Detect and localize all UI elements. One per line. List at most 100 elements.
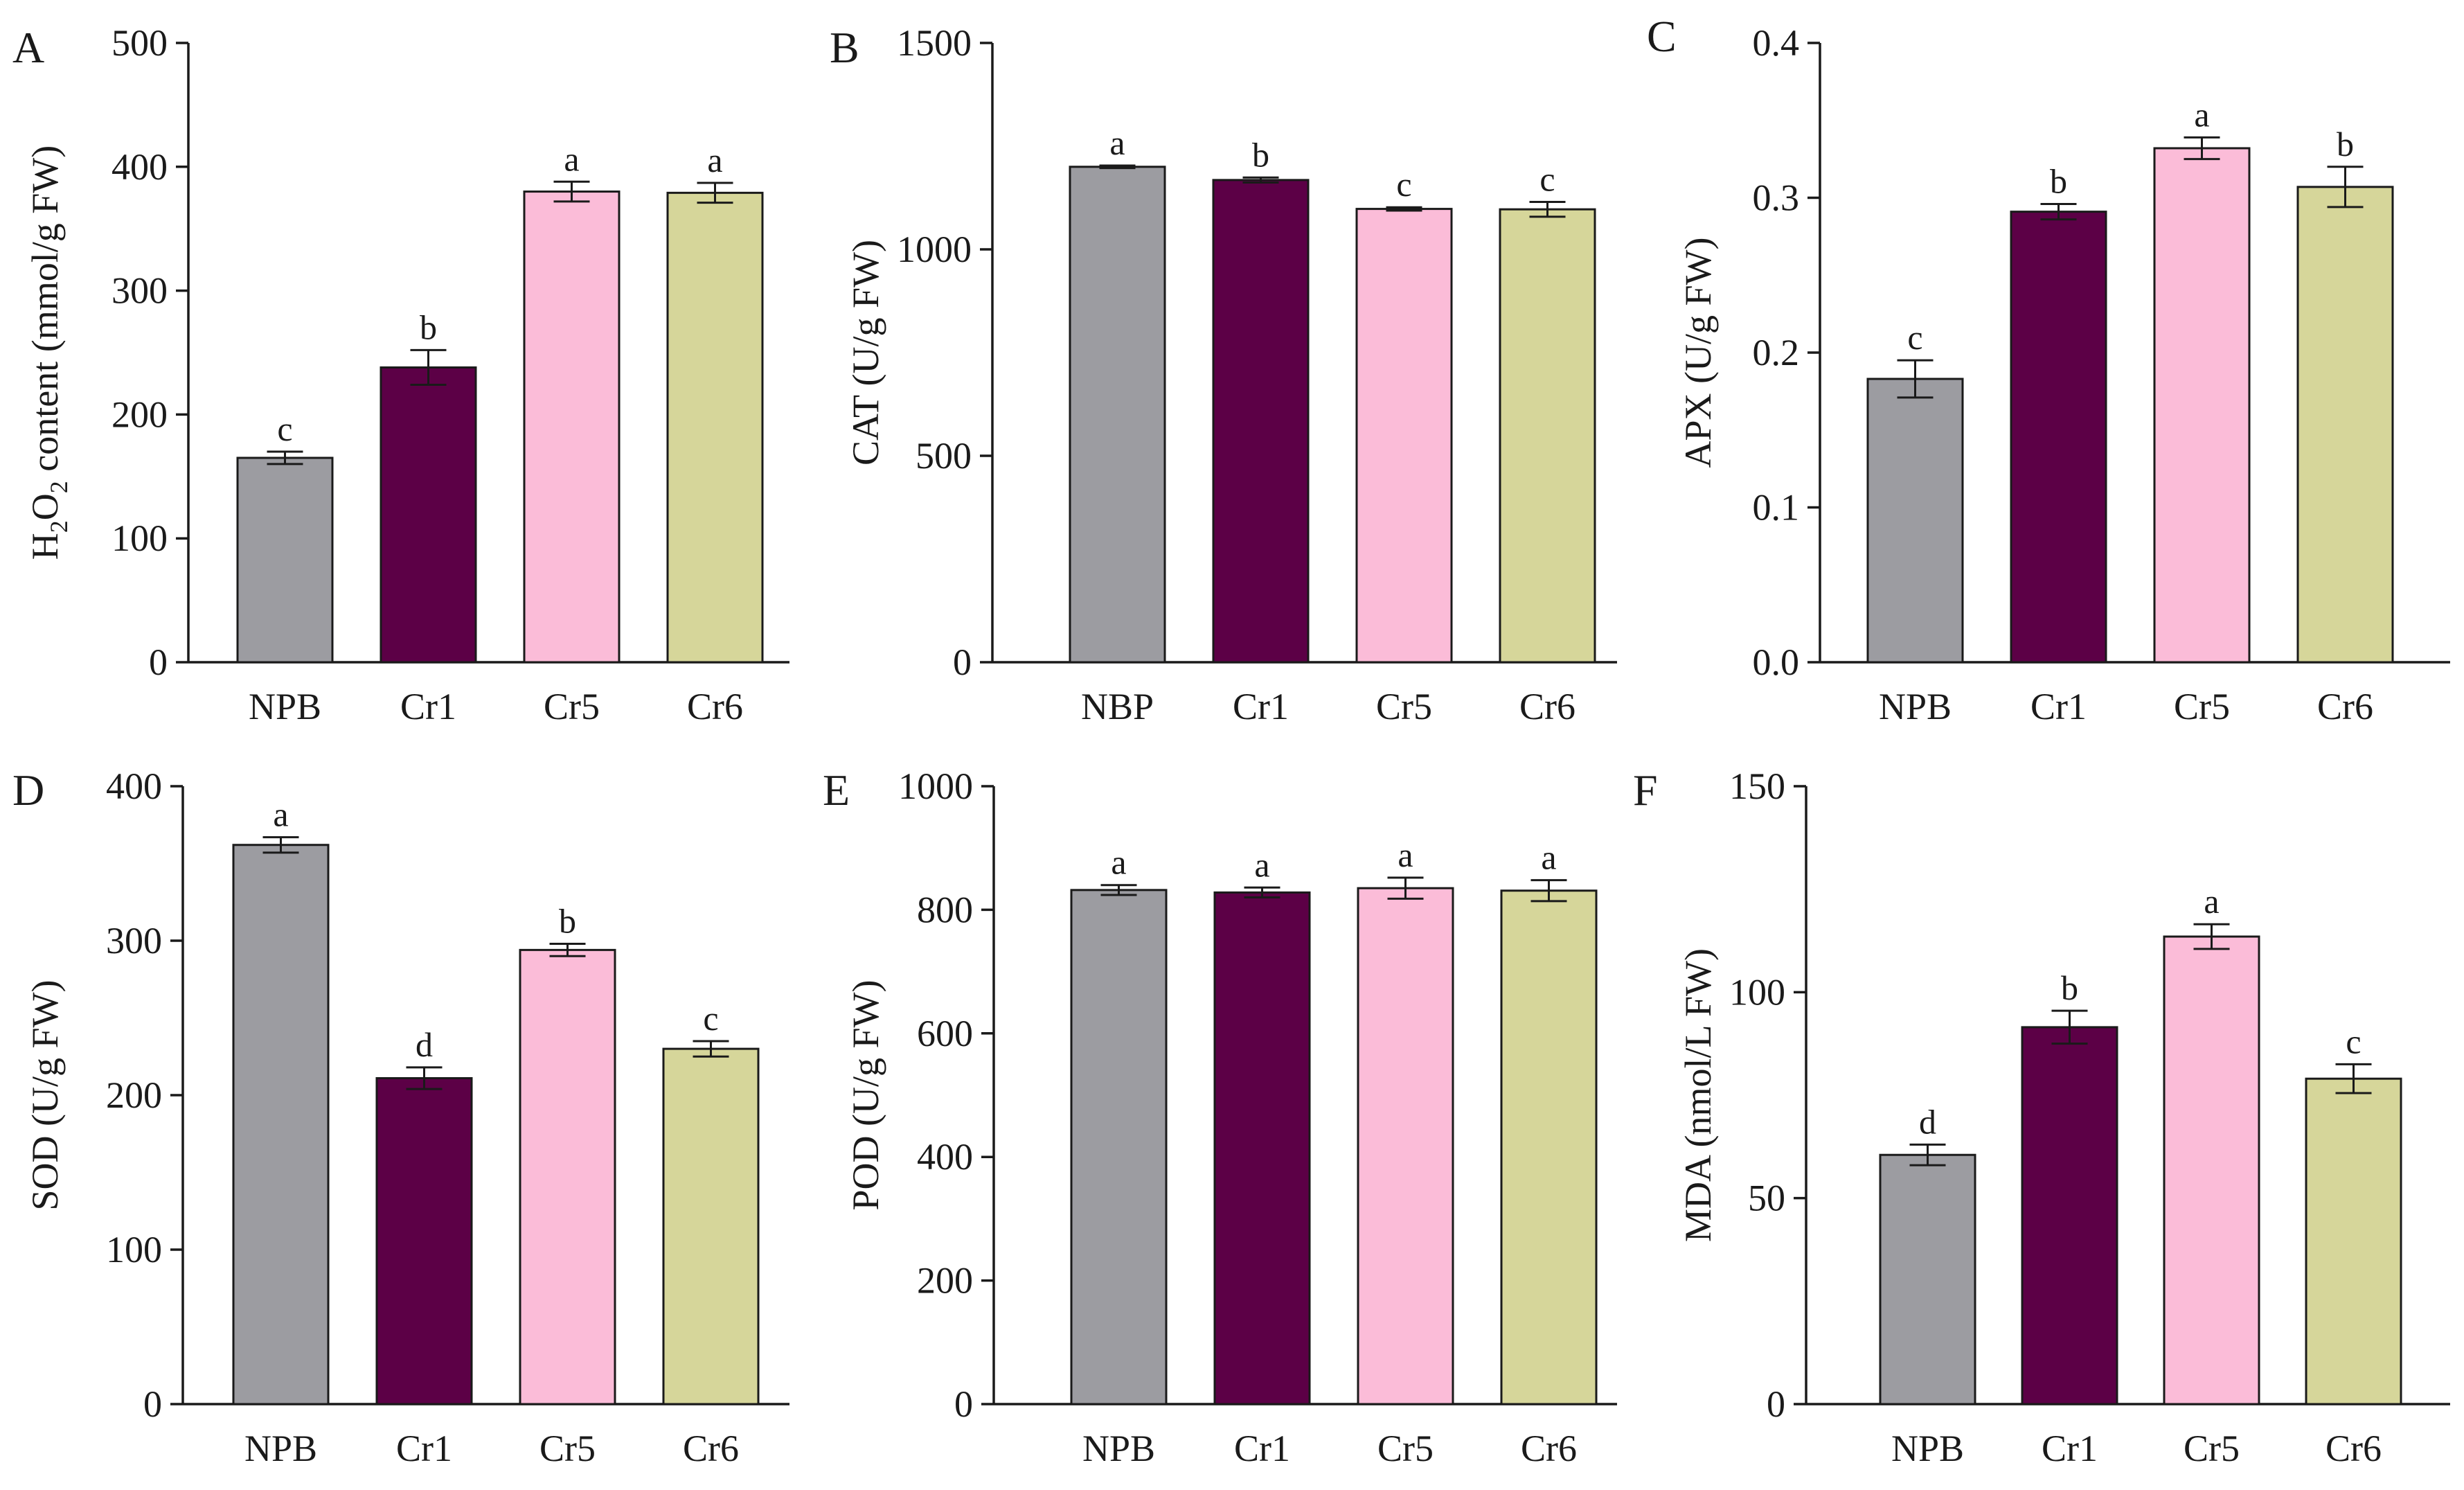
y-tick-label: 100 — [106, 1229, 162, 1270]
y-tick-label: 0.4 — [1753, 22, 1800, 64]
y-tick-label: 200 — [111, 393, 168, 435]
panel-e: E 0 200 400 600 800 1000 POD (U/g FW) a NPB a Cr1 a C… — [823, 765, 1617, 1469]
y-axis-title: CAT (U/g FW) — [845, 240, 886, 465]
error-bar — [1242, 176, 1279, 184]
bar-cr6 — [2305, 1077, 2402, 1405]
x-tick-label: Cr5 — [539, 1428, 596, 1469]
error-bar — [267, 450, 303, 465]
y-tick-label: 0.1 — [1753, 487, 1800, 529]
significance-letter: d — [416, 1025, 433, 1064]
y-tick-label: 0 — [149, 641, 168, 683]
significance-letter: b — [2050, 161, 2067, 200]
bar-npb — [1879, 1153, 1976, 1405]
significance-letter: c — [2346, 1022, 2361, 1061]
x-tick-label: NPB — [244, 1428, 317, 1469]
error-bar — [2327, 166, 2364, 209]
y-tick-label: 100 — [111, 517, 168, 559]
x-tick-label: Cr6 — [683, 1428, 739, 1469]
error-bar — [1387, 876, 1424, 900]
error-bar — [1529, 200, 1566, 218]
y-tick-label: 300 — [106, 920, 162, 961]
y-tick-label: 200 — [917, 1260, 973, 1302]
significance-letter: c — [1539, 159, 1555, 198]
significance-letter: a — [1254, 845, 1269, 884]
y-tick-label: 400 — [106, 765, 162, 807]
significance-letter: a — [1109, 123, 1125, 162]
bar-cr1 — [2010, 211, 2107, 664]
bar-cr1 — [380, 366, 477, 664]
y-tick-label: 150 — [1729, 765, 1785, 807]
y-tick-label: 0.0 — [1753, 641, 1800, 683]
panel-f: F 0 50 100 150 MDA (nmol/L FW) d NPB b Cr1 a Cr5 c Cr… — [1633, 765, 2450, 1469]
error-bar — [1530, 879, 1567, 903]
bar-cr1 — [375, 1076, 473, 1405]
y-axis-title: POD (U/g FW) — [845, 980, 886, 1211]
bar-cr1 — [1213, 891, 1311, 1405]
bar-cr5 — [523, 190, 621, 664]
bar-cr5 — [2153, 147, 2251, 664]
error-bar — [697, 181, 733, 204]
panel-letter: F — [1633, 765, 1658, 815]
y-tick-label: 1000 — [897, 229, 972, 270]
y-tick-label: 1000 — [898, 765, 973, 807]
panel-letter: A — [12, 23, 44, 72]
significance-letter: c — [703, 999, 718, 1038]
error-bar — [549, 942, 586, 957]
bar-cr6 — [1499, 208, 1596, 664]
x-tick-label: Cr5 — [1376, 686, 1432, 727]
error-bar — [693, 1040, 729, 1058]
x-tick-label: NPB — [1879, 686, 1952, 727]
significance-letter: a — [2204, 882, 2219, 921]
significance-letter: d — [1919, 1102, 1936, 1141]
bar-cr6 — [2296, 186, 2394, 664]
x-tick-label: Cr1 — [396, 1428, 452, 1469]
panel-d: D 0 100 200 300 400 SOD (U/g FW) a NPB d Cr1 b Cr5 c C… — [12, 765, 789, 1469]
y-tick-label: 400 — [917, 1136, 973, 1178]
error-bar — [2040, 202, 2077, 221]
x-tick-label: Cr6 — [2325, 1428, 2382, 1469]
significance-letter: c — [277, 409, 292, 448]
y-axis-title: APX (U/g FW) — [1677, 238, 1719, 468]
significance-letter: a — [1398, 835, 1413, 874]
y-axis-title: H2O2 content (mmol/g FW) — [24, 145, 73, 560]
error-bar — [1386, 206, 1422, 212]
panel-letter: E — [823, 765, 850, 815]
x-tick-label: Cr1 — [2042, 1428, 2098, 1469]
panel-letter: C — [1647, 12, 1677, 61]
significance-letter: a — [273, 795, 288, 834]
y-tick-label: 400 — [111, 146, 168, 188]
y-tick-label: 0.3 — [1753, 177, 1800, 219]
significance-letter: b — [2061, 968, 2078, 1007]
error-bar — [1244, 886, 1280, 899]
bar-cr6 — [1500, 889, 1598, 1405]
significance-letter: b — [559, 901, 576, 940]
y-tick-label: 800 — [917, 889, 973, 930]
bar-cr5 — [1357, 887, 1454, 1405]
x-tick-label: Cr1 — [2030, 686, 2087, 727]
x-tick-label: NBP — [1081, 686, 1154, 727]
y-tick-label: 1500 — [897, 22, 972, 64]
error-bar — [410, 348, 447, 386]
y-tick-label: 0 — [143, 1383, 162, 1425]
significance-letter: b — [1252, 135, 1269, 174]
x-tick-label: Cr1 — [1233, 686, 1289, 727]
significance-letter: b — [420, 308, 437, 346]
panel-b: B 0 500 1000 1500 CAT (U/g FW) a NBP b Cr1 c Cr5 c Cr… — [830, 22, 1617, 727]
error-bar — [1099, 164, 1136, 170]
bar-cr5 — [519, 948, 616, 1405]
error-bar — [406, 1066, 443, 1090]
bar-npb — [232, 844, 330, 1405]
x-tick-label: Cr5 — [544, 686, 600, 727]
x-tick-label: Cr5 — [2174, 686, 2230, 727]
bar-npb — [1070, 889, 1168, 1405]
significance-letter: a — [2194, 95, 2209, 134]
x-tick-label: NPB — [249, 686, 321, 727]
x-tick-label: NPB — [1082, 1428, 1155, 1469]
panel-c: C 0.0 0.1 0.2 0.3 0.4 APX (U/g FW) c NPB b Cr1 a Cr5… — [1647, 12, 2450, 727]
bar-npb — [236, 456, 334, 664]
y-tick-label: 600 — [917, 1013, 973, 1054]
error-bar — [1897, 359, 1934, 399]
y-tick-label: 200 — [106, 1074, 162, 1116]
error-bar — [553, 180, 590, 203]
bar-cr6 — [662, 1047, 760, 1405]
